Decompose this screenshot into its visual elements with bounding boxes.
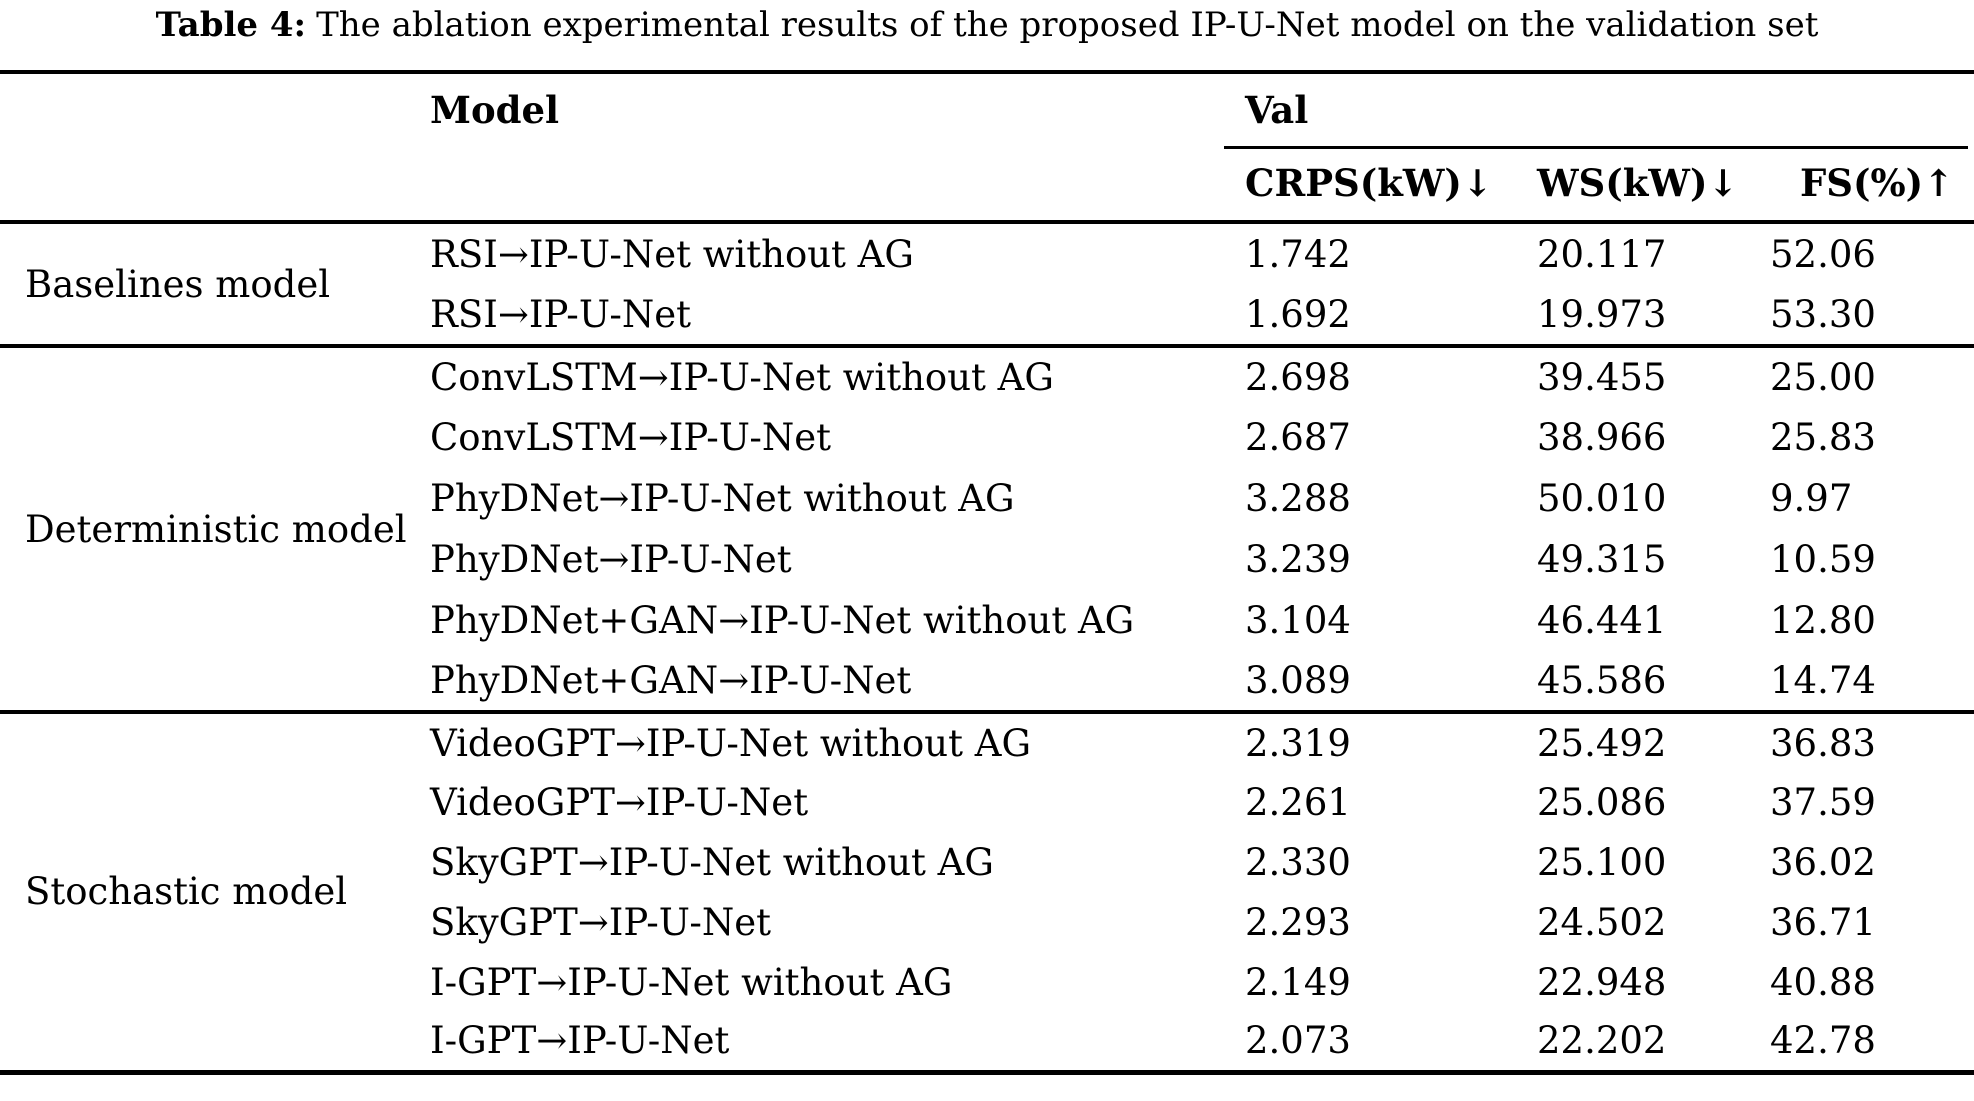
group-label-baselines: Baselines model <box>25 262 331 306</box>
model-cell: ConvLSTM→IP-U-Net <box>430 416 831 459</box>
header-row-top: Model Val <box>0 72 1974 146</box>
table-caption-label: Table 4: <box>155 5 307 45</box>
fs-value: 14.74 <box>1770 659 1876 702</box>
crps-value: 3.104 <box>1245 599 1351 642</box>
model-cell: PhyDNet→IP-U-Net without AG <box>430 477 1015 520</box>
fs-value: 40.88 <box>1770 960 1876 1004</box>
ws-value: 49.315 <box>1537 538 1667 581</box>
crps-value: 2.073 <box>1245 1019 1351 1063</box>
fs-value: 36.83 <box>1770 721 1876 765</box>
table-row: Baselines model RSI→IP-U-Net without AG … <box>0 222 1974 306</box>
model-cell: SkyGPT→IP-U-Net without AG <box>430 840 994 884</box>
table-row: PhyDNet+GAN→IP-U-Net without AG 3.104 46… <box>0 590 1974 651</box>
ws-value: 25.492 <box>1537 721 1667 765</box>
model-cell: PhyDNet→IP-U-Net <box>430 538 792 581</box>
fs-value: 37.59 <box>1770 780 1876 824</box>
table-row: Deterministic model ConvLSTM→IP-U-Net wi… <box>0 346 1974 551</box>
model-cell: RSI→IP-U-Net without AG <box>430 232 914 276</box>
header-row-metrics: CRPS(kW)↓ WS(kW)↓ FS(%)↑ <box>0 146 1974 222</box>
model-cell: I-GPT→IP-U-Net <box>430 1019 730 1063</box>
fs-value: 42.78 <box>1770 1019 1876 1063</box>
table-caption: Table 4: The ablation experimental resul… <box>0 0 1974 70</box>
table-row: VideoGPT→IP-U-Net 2.261 25.086 37.59 <box>0 772 1974 832</box>
section-deterministic: Deterministic model ConvLSTM→IP-U-Net wi… <box>0 346 1974 712</box>
column-header-crps: CRPS(kW)↓ <box>1245 161 1493 205</box>
ws-value: 22.202 <box>1537 1019 1667 1063</box>
model-cell: VideoGPT→IP-U-Net <box>430 780 809 824</box>
crps-value: 2.687 <box>1245 416 1351 459</box>
ablation-results-table: Model Val CRPS(kW)↓ WS(kW)↓ FS(%)↑ Basel… <box>0 70 1974 1075</box>
table-row: SkyGPT→IP-U-Net 2.293 24.502 36.71 <box>0 892 1974 952</box>
val-underline-rule <box>1224 146 1968 149</box>
ws-value: 46.441 <box>1537 599 1667 642</box>
fs-value: 9.97 <box>1770 477 1853 520</box>
table-header: Model Val CRPS(kW)↓ WS(kW)↓ FS(%)↑ <box>0 72 1974 222</box>
table-row: I-GPT→IP-U-Net without AG 2.149 22.948 4… <box>0 952 1974 1012</box>
ws-value: 50.010 <box>1537 477 1667 520</box>
crps-value: 3.288 <box>1245 477 1351 520</box>
model-cell: RSI→IP-U-Net <box>430 292 691 336</box>
fs-value: 25.00 <box>1770 356 1876 399</box>
group-label-deterministic: Deterministic model <box>25 507 407 551</box>
ws-value: 24.502 <box>1537 900 1667 944</box>
column-header-ws: WS(kW)↓ <box>1537 161 1739 205</box>
table-caption-text: The ablation experimental results of the… <box>316 5 1819 45</box>
fs-value: 53.30 <box>1770 292 1876 336</box>
ws-value: 25.100 <box>1537 840 1667 884</box>
model-cell: ConvLSTM→IP-U-Net without AG <box>430 356 1054 399</box>
crps-value: 2.293 <box>1245 900 1351 944</box>
ws-value: 45.586 <box>1537 659 1667 702</box>
crps-value: 1.692 <box>1245 292 1351 336</box>
fs-value: 12.80 <box>1770 599 1876 642</box>
column-header-model: Model <box>430 88 560 132</box>
header-empty-cell <box>0 72 430 146</box>
table-row: PhyDNet→IP-U-Net 3.239 49.315 10.59 <box>0 529 1974 590</box>
crps-value: 2.698 <box>1245 356 1351 399</box>
crps-value: 3.239 <box>1245 538 1351 581</box>
group-label-stochastic: Stochastic model <box>25 870 348 914</box>
ws-value: 25.086 <box>1537 780 1667 824</box>
table-row: SkyGPT→IP-U-Net without AG 2.330 25.100 … <box>0 832 1974 892</box>
crps-value: 3.089 <box>1245 659 1351 702</box>
column-header-val: Val <box>1245 88 1309 132</box>
header-empty-cell <box>430 146 1245 222</box>
model-cell: PhyDNet+GAN→IP-U-Net without AG <box>430 599 1135 642</box>
table-row: I-GPT→IP-U-Net 2.073 22.202 42.78 <box>0 1012 1974 1072</box>
model-cell: PhyDNet+GAN→IP-U-Net <box>430 659 912 702</box>
ws-value: 19.973 <box>1537 292 1667 336</box>
ws-value: 20.117 <box>1537 232 1667 276</box>
crps-value: 1.742 <box>1245 232 1351 276</box>
header-empty-cell <box>0 146 430 222</box>
crps-value: 2.149 <box>1245 960 1351 1004</box>
table-row: PhyDNet→IP-U-Net without AG 3.288 50.010… <box>0 468 1974 529</box>
ws-value: 38.966 <box>1537 416 1667 459</box>
section-stochastic: Stochastic model VideoGPT→IP-U-Net witho… <box>0 712 1974 1072</box>
fs-value: 36.02 <box>1770 840 1876 884</box>
ws-value: 39.455 <box>1537 356 1667 399</box>
column-header-fs: FS(%)↑ <box>1800 161 1955 205</box>
ws-value: 22.948 <box>1537 960 1667 1004</box>
table-row: ConvLSTM→IP-U-Net 2.687 38.966 25.83 <box>0 407 1974 468</box>
fs-value: 36.71 <box>1770 900 1876 944</box>
fs-value: 10.59 <box>1770 538 1876 581</box>
fs-value: 25.83 <box>1770 416 1876 459</box>
table-row: Stochastic model VideoGPT→IP-U-Net witho… <box>0 712 1974 914</box>
model-cell: SkyGPT→IP-U-Net <box>430 900 771 944</box>
fs-value: 52.06 <box>1770 232 1876 276</box>
crps-value: 2.261 <box>1245 780 1351 824</box>
table-row: RSI→IP-U-Net 1.692 19.973 53.30 <box>0 284 1974 346</box>
model-cell: I-GPT→IP-U-Net without AG <box>430 960 953 1004</box>
table-row: PhyDNet+GAN→IP-U-Net 3.089 45.586 14.74 <box>0 651 1974 712</box>
section-baselines: Baselines model RSI→IP-U-Net without AG … <box>0 222 1974 346</box>
model-cell: VideoGPT→IP-U-Net without AG <box>430 721 1032 765</box>
crps-value: 2.330 <box>1245 840 1351 884</box>
crps-value: 2.319 <box>1245 721 1351 765</box>
